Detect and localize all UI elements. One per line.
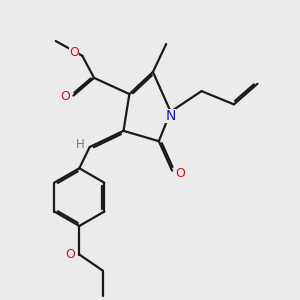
Text: O: O: [66, 248, 75, 261]
Text: N: N: [165, 109, 176, 123]
Text: O: O: [176, 167, 185, 180]
Text: O: O: [60, 91, 70, 103]
Text: O: O: [69, 46, 79, 59]
Text: H: H: [76, 138, 85, 151]
